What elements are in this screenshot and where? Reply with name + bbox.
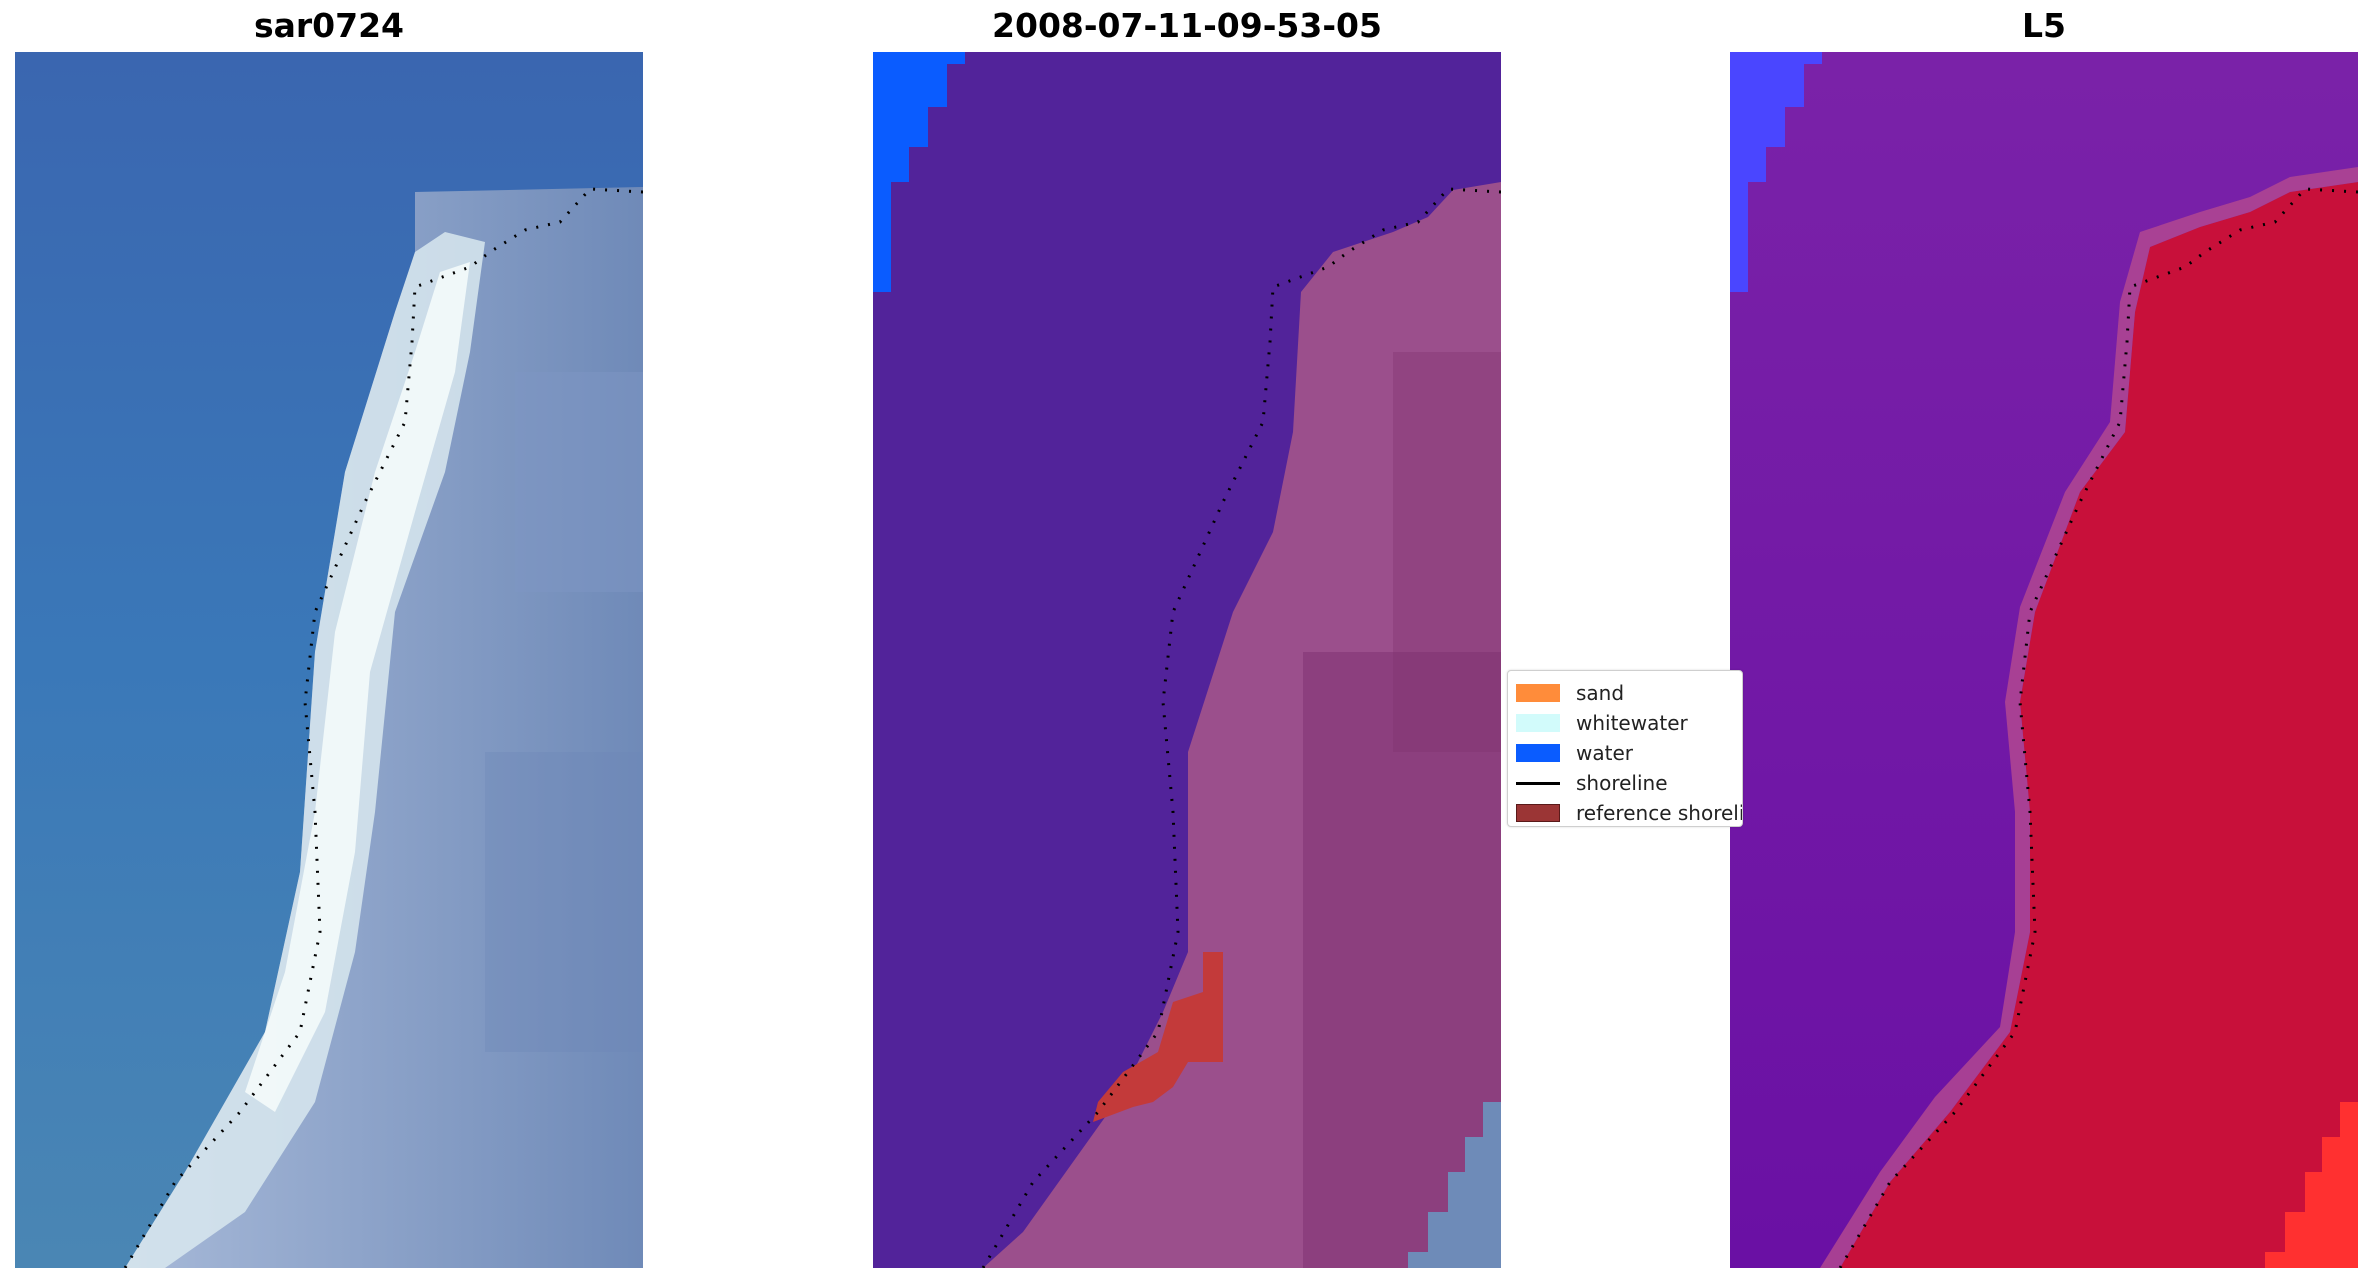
shoreline-swatch (1516, 781, 1560, 785)
index-image-panel (1730, 52, 2358, 1268)
classification-image-panel (873, 52, 1501, 1268)
index-image (1730, 52, 2358, 1268)
legend-item-water: water (1516, 741, 1742, 765)
panel-title-index: L5 (2022, 6, 2066, 45)
legend-item-sand: sand (1516, 681, 1742, 705)
sand-swatch (1516, 684, 1560, 702)
legend-label: reference shoreline (1576, 801, 1742, 825)
legend-item-reference-shoreline: reference shoreline (1516, 801, 1742, 825)
legend-label: shoreline (1576, 771, 1668, 795)
whitewater-swatch (1516, 714, 1560, 732)
panel-title-classification: 2008-07-11-09-53-05 (992, 6, 1382, 45)
water-swatch (1516, 744, 1560, 762)
rgb-image-panel (15, 52, 643, 1268)
legend: sand whitewater water shoreline referenc… (1507, 670, 1743, 827)
rgb-image (15, 52, 643, 1268)
classification-image (873, 52, 1501, 1268)
panel-title-rgb: sar0724 (253, 6, 405, 45)
legend-item-shoreline: shoreline (1516, 771, 1742, 795)
legend-item-whitewater: whitewater (1516, 711, 1742, 735)
legend-label: sand (1576, 681, 1625, 705)
legend-label: water (1576, 741, 1633, 765)
reference-shoreline-swatch (1516, 804, 1560, 822)
legend-label: whitewater (1576, 711, 1688, 735)
